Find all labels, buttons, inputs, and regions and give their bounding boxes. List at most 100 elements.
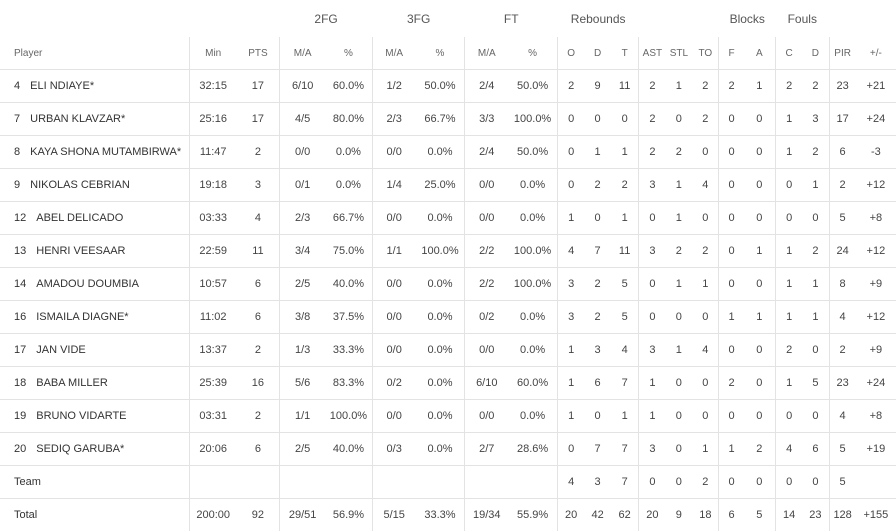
stat-foul-d: 5 (802, 367, 829, 400)
stat-ast: 0 (639, 202, 666, 235)
stat-pts: 6 (237, 433, 280, 466)
stat-pir: 5 (829, 433, 856, 466)
stat-pm: +9 (856, 334, 896, 367)
stat-reb-d: 0 (584, 202, 611, 235)
stat-reb-o: 2 (558, 70, 585, 103)
player-name: AMADOU DOUMBIA (36, 278, 139, 290)
stat-fg3-ma: 0/0 (372, 136, 415, 169)
stat-blk-f: 2 (719, 70, 744, 103)
stat-ft-ma: 0/0 (465, 202, 508, 235)
stat-fg3-pct: 0.0% (416, 367, 465, 400)
stat-reb-d: 0 (584, 103, 611, 136)
stat-pm: +12 (856, 301, 896, 334)
stat-reb-o: 0 (558, 433, 585, 466)
player-number: 4 (14, 80, 20, 92)
stat-ft-ma: 2/2 (465, 235, 508, 268)
stat-pm: +12 (856, 235, 896, 268)
stat-fg2-ma (280, 466, 325, 499)
player-name: ABEL DELICADO (36, 212, 123, 224)
stat-fg2-ma: 1/1 (280, 400, 325, 433)
stat-pm: +24 (856, 367, 896, 400)
stat-ft-ma: 0/0 (465, 169, 508, 202)
stat-fg3-ma: 0/0 (372, 400, 415, 433)
stat-pm: +8 (856, 400, 896, 433)
stat-foul-c: 4 (776, 433, 803, 466)
player-name: ISMAILA DIAGNE* (36, 311, 128, 323)
stat-ft-pct: 0.0% (508, 400, 557, 433)
stat-fg3-pct: 0.0% (416, 301, 465, 334)
stat-reb-t: 1 (611, 400, 639, 433)
stat-reb-t: 11 (611, 235, 639, 268)
player-name: BRUNO VIDARTE (36, 410, 126, 422)
stat-foul-c: 2 (776, 70, 803, 103)
stat-ft-pct: 100.0% (508, 268, 557, 301)
group-blocks: Blocks (719, 0, 776, 37)
stat-foul-c: 0 (776, 400, 803, 433)
header-min: Min (189, 37, 236, 70)
stat-pir: 2 (829, 169, 856, 202)
stat-stl: 0 (666, 400, 693, 433)
stat-blk-f: 0 (719, 466, 744, 499)
stat-fg2-pct: 56.9% (325, 499, 372, 531)
stat-ast: 3 (639, 169, 666, 202)
stat-reb-o: 1 (558, 202, 585, 235)
stat-blk-f: 0 (719, 202, 744, 235)
stat-fg3-ma: 0/0 (372, 202, 415, 235)
stat-foul-d: 6 (802, 433, 829, 466)
stat-fg2-pct: 83.3% (325, 367, 372, 400)
stat-foul-c: 0 (776, 466, 803, 499)
stat-ft-pct: 0.0% (508, 169, 557, 202)
stat-fg2-ma: 4/5 (280, 103, 325, 136)
group-3fg: 3FG (372, 0, 465, 37)
stat-to: 0 (692, 301, 719, 334)
stat-foul-c: 1 (776, 136, 803, 169)
stat-to: 0 (692, 202, 719, 235)
stat-fg3-ma: 5/15 (372, 499, 415, 531)
stat-blk-f: 0 (719, 169, 744, 202)
stat-to: 2 (692, 235, 719, 268)
stat-ft-pct: 100.0% (508, 103, 557, 136)
stat-fg3-ma: 0/0 (372, 268, 415, 301)
stat-reb-o: 3 (558, 301, 585, 334)
stat-reb-o: 4 (558, 466, 585, 499)
stat-ft-ma: 2/4 (465, 70, 508, 103)
stat-ast: 1 (639, 367, 666, 400)
stat-reb-t: 0 (611, 103, 639, 136)
stat-fg2-pct: 40.0% (325, 268, 372, 301)
header-player: Player (0, 37, 189, 70)
stat-pir: 128 (829, 499, 856, 531)
stat-reb-d: 7 (584, 433, 611, 466)
stat-fg2-pct: 37.5% (325, 301, 372, 334)
stat-min: 11:47 (189, 136, 236, 169)
header-pir: PIR (829, 37, 856, 70)
stat-ft-pct: 60.0% (508, 367, 557, 400)
stat-ast: 0 (639, 301, 666, 334)
stat-to: 0 (692, 400, 719, 433)
stat-fg2-pct: 100.0% (325, 400, 372, 433)
stat-min: 20:06 (189, 433, 236, 466)
stat-pm: +19 (856, 433, 896, 466)
stat-foul-d: 2 (802, 235, 829, 268)
stat-fg3-ma: 0/2 (372, 367, 415, 400)
stat-pm: -3 (856, 136, 896, 169)
stat-ast: 0 (639, 466, 666, 499)
header-2fg-ma: M/A (280, 37, 325, 70)
header-blk-a: A (744, 37, 776, 70)
stat-reb-d: 0 (584, 400, 611, 433)
stat-pts: 2 (237, 334, 280, 367)
stat-to: 1 (692, 268, 719, 301)
stat-pts: 11 (237, 235, 280, 268)
header-blk-f: F (719, 37, 744, 70)
stat-pts: 92 (237, 499, 280, 531)
player-cell: Team (0, 466, 189, 499)
